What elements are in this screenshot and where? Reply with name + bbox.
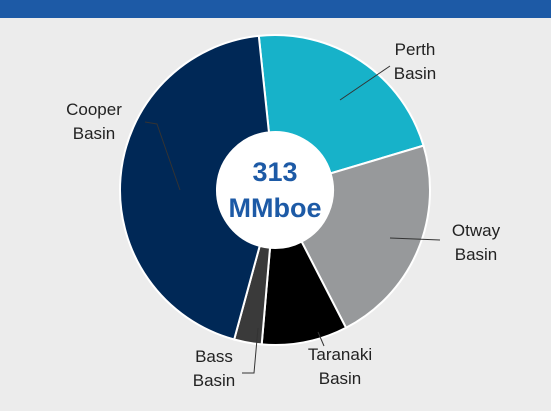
center-label: 313 MMboe [228,157,322,223]
slice-label: Perth Basin [393,40,437,83]
leader-line [317,331,325,347]
leader-line [339,65,391,101]
slice-label: Bass Basin [192,347,236,390]
header-band [0,0,551,18]
slice-label: Taranaki Basin [307,345,373,388]
donut-hole [217,132,333,248]
slice-label: Cooper Basin [66,100,122,143]
leader-line [389,237,441,241]
leader-line [242,327,259,374]
leader-line [144,121,181,191]
slice-label: Otway Basin [451,221,501,264]
